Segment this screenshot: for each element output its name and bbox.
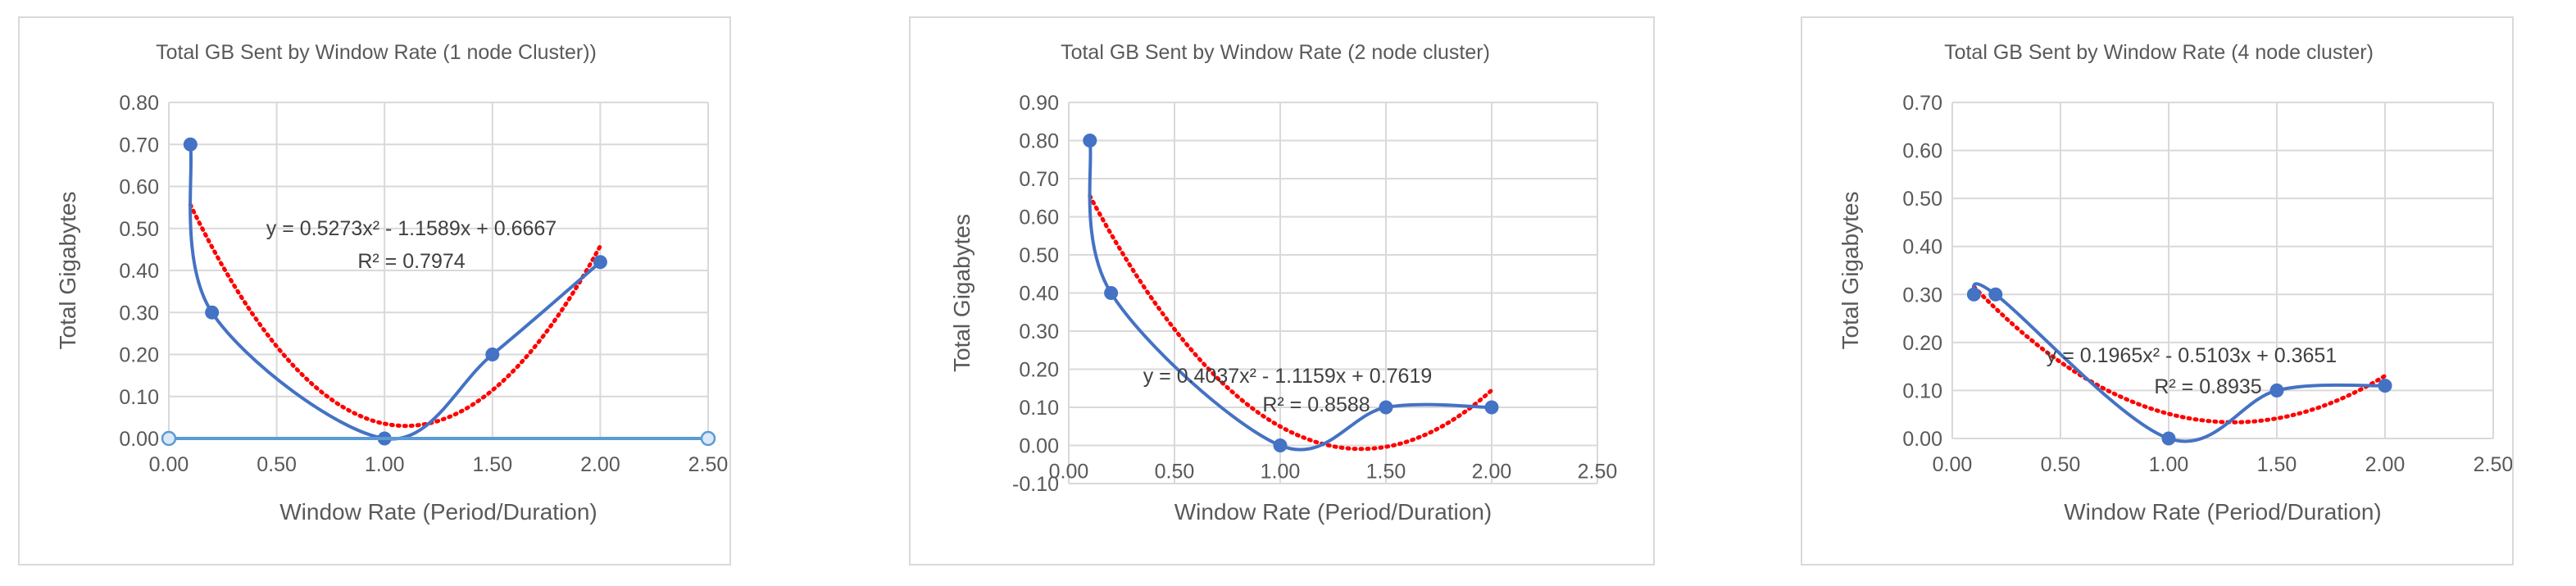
x-tick-label: 1.00 bbox=[365, 453, 405, 476]
trendline bbox=[1971, 284, 2387, 425]
data-point bbox=[1966, 287, 1981, 302]
y-tick-label: 0.90 bbox=[1019, 92, 1059, 115]
x-tick-label: 2.00 bbox=[2365, 453, 2406, 476]
y-tick-label: 0.60 bbox=[1019, 207, 1059, 229]
x-tick-label: 0.50 bbox=[2041, 453, 2081, 476]
y-tick-label: 0.30 bbox=[1902, 284, 1942, 307]
y-tick-label: 0.20 bbox=[119, 344, 159, 367]
chart-title: Total GB Sent by Window Rate (2 node clu… bbox=[1061, 41, 1490, 64]
y-tick-label: 0.50 bbox=[1019, 244, 1059, 267]
trendline-r2: R² = 0.7974 bbox=[357, 250, 465, 273]
x-axis-title: Window Rate (Period/Duration) bbox=[1174, 499, 1492, 525]
chart-title: Total GB Sent by Window Rate (4 node clu… bbox=[1944, 41, 2374, 64]
y-tick-label: 0.50 bbox=[1902, 188, 1942, 211]
x-tick-label: 2.00 bbox=[1472, 461, 1512, 484]
data-point bbox=[2269, 383, 2284, 397]
chart-title: Total GB Sent by Window Rate (1 node Clu… bbox=[156, 41, 597, 64]
y-tick-label: 0.00 bbox=[1019, 435, 1059, 458]
chart-panel-1-node: Total GB Sent by Window Rate (1 node Clu… bbox=[18, 16, 731, 566]
data-point bbox=[2378, 379, 2392, 393]
y-axis-title: Total Gigabytes bbox=[1838, 192, 1863, 350]
y-tick-label: 0.20 bbox=[1019, 359, 1059, 382]
series-line bbox=[1088, 140, 1492, 452]
y-tick-label: 0.00 bbox=[1902, 428, 1942, 451]
data-point bbox=[485, 348, 500, 361]
data-point bbox=[1104, 286, 1119, 300]
trendline-equation: y = 0.4037x² - 1.1159x + 0.7619 bbox=[1143, 365, 1433, 388]
data-point bbox=[1273, 438, 1288, 452]
chart-svg: Total GB Sent by Window Rate (2 node clu… bbox=[949, 41, 1618, 525]
x-tick-label: 0.50 bbox=[257, 453, 297, 476]
x-tick-label: 1.50 bbox=[1366, 461, 1406, 484]
x-tick-label: 1.00 bbox=[2149, 453, 2189, 476]
x-tick-label: 0.00 bbox=[1933, 453, 1973, 476]
data-point bbox=[593, 255, 607, 270]
trendline-equation: y = 0.5273x² - 1.1589x + 0.6667 bbox=[266, 217, 557, 240]
y-tick-label: 0.40 bbox=[1902, 236, 1942, 259]
trendline-r2: R² = 0.8935 bbox=[2154, 375, 2261, 398]
x-axis-title: Window Rate (Period/Duration) bbox=[2064, 499, 2382, 525]
x-tick-label: 2.00 bbox=[580, 453, 620, 476]
chart-svg: Total GB Sent by Window Rate (1 node Clu… bbox=[55, 41, 729, 525]
data-point bbox=[1083, 134, 1097, 148]
trendline bbox=[188, 202, 602, 429]
x-tick-label: 2.50 bbox=[688, 453, 729, 476]
y-tick-label: 0.60 bbox=[119, 176, 159, 199]
x-tick-label: 2.50 bbox=[2474, 453, 2512, 476]
x-tick-label: 1.00 bbox=[1261, 461, 1301, 484]
y-tick-label: 0.20 bbox=[1902, 332, 1942, 355]
y-tick-label: 0.70 bbox=[119, 134, 159, 157]
data-point bbox=[161, 430, 177, 447]
y-tick-label: 0.40 bbox=[1019, 283, 1059, 306]
x-tick-label: 1.50 bbox=[2257, 453, 2297, 476]
y-tick-label: 0.30 bbox=[1019, 320, 1059, 343]
x-tick-label: 0.00 bbox=[1049, 461, 1089, 484]
y-tick-label: -0.10 bbox=[1012, 473, 1059, 496]
y-tick-label: 0.10 bbox=[119, 386, 159, 409]
y-tick-label: 0.60 bbox=[1902, 140, 1942, 163]
trendline-equation: y = 0.1965x² - 0.5103x + 0.3651 bbox=[2047, 344, 2337, 367]
chart-panel-4-node: Total GB Sent by Window Rate (4 node clu… bbox=[1801, 16, 2514, 566]
y-axis-title: Total Gigabytes bbox=[55, 192, 80, 350]
y-tick-label: 0.10 bbox=[1019, 397, 1059, 420]
x-tick-label: 0.50 bbox=[1155, 461, 1195, 484]
data-point bbox=[700, 430, 716, 447]
data-point bbox=[1379, 400, 1393, 415]
x-tick-label: 2.50 bbox=[1578, 461, 1618, 484]
x-axis-title: Window Rate (Period/Duration) bbox=[279, 499, 597, 525]
data-point bbox=[1484, 400, 1499, 415]
chart-svg: Total GB Sent by Window Rate (4 node clu… bbox=[1838, 41, 2512, 525]
data-point bbox=[205, 305, 220, 320]
y-tick-label: 0.30 bbox=[119, 302, 159, 325]
y-tick-label: 0.80 bbox=[1019, 130, 1059, 153]
data-point bbox=[2161, 431, 2176, 446]
data-point bbox=[183, 137, 198, 152]
x-tick-label: 0.00 bbox=[149, 453, 189, 476]
y-axis-title: Total Gigabytes bbox=[949, 214, 975, 372]
x-tick-label: 1.50 bbox=[472, 453, 512, 476]
chart-panel-2-node: Total GB Sent by Window Rate (2 node clu… bbox=[909, 16, 1655, 566]
y-tick-label: 0.50 bbox=[119, 218, 159, 241]
y-tick-label: 0.70 bbox=[1902, 92, 1942, 115]
y-tick-label: 0.00 bbox=[119, 428, 159, 451]
y-tick-label: 0.70 bbox=[1019, 168, 1059, 191]
trendline-r2: R² = 0.8588 bbox=[1262, 393, 1370, 416]
y-tick-label: 0.40 bbox=[119, 260, 159, 283]
data-point bbox=[1988, 287, 2003, 302]
y-tick-label: 0.10 bbox=[1902, 379, 1942, 402]
series-line bbox=[189, 143, 602, 441]
trendline bbox=[1088, 193, 1494, 452]
y-tick-label: 0.80 bbox=[119, 92, 159, 115]
